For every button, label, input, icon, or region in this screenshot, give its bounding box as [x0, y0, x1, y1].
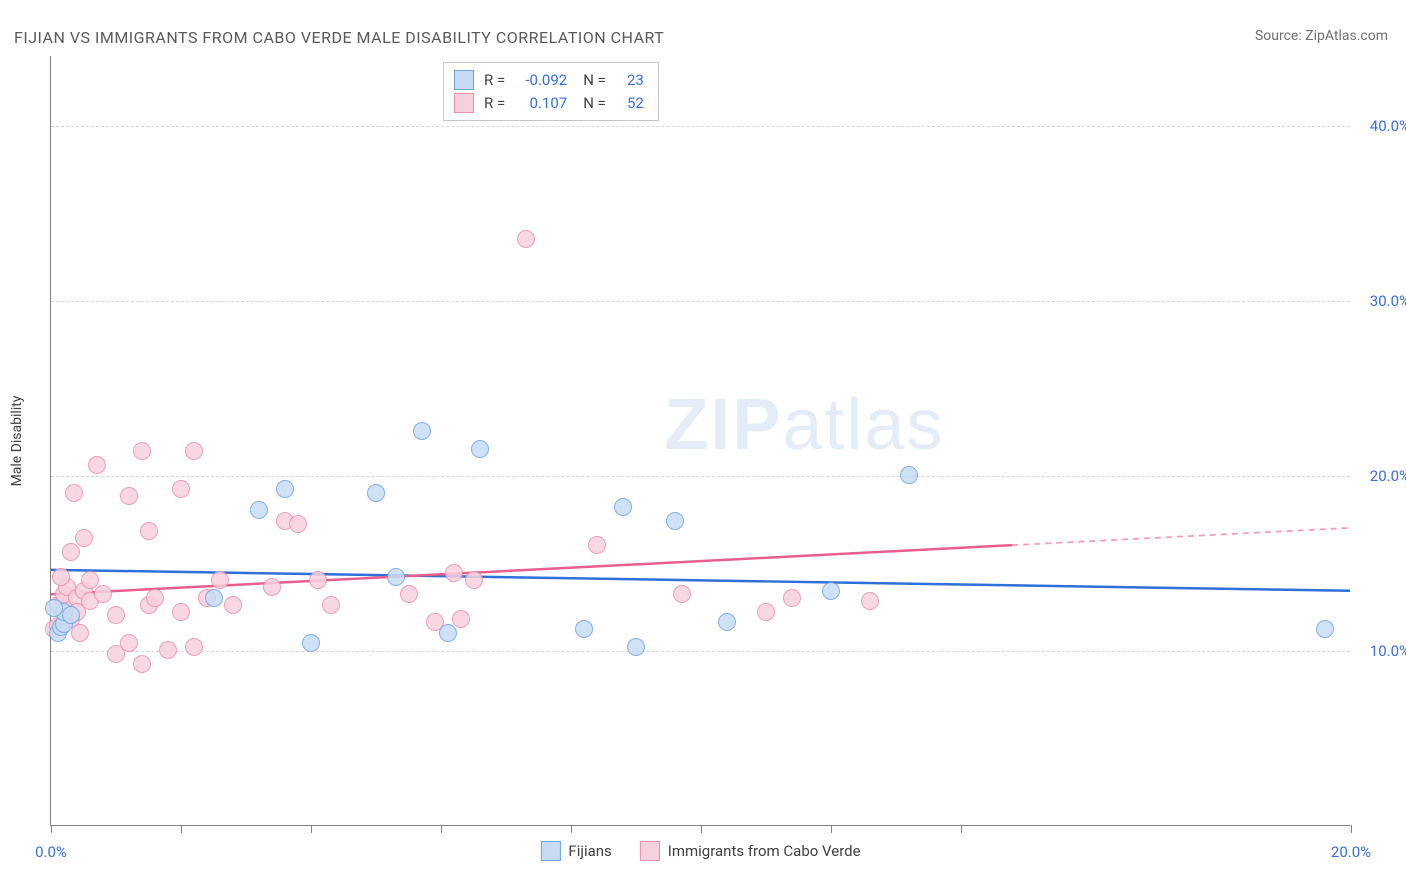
cabo-verde-marker [289, 515, 307, 533]
cabo-verde-marker [322, 596, 340, 614]
cabo-verde-marker [757, 603, 775, 621]
fijians-marker [413, 422, 431, 440]
fijians-marker [627, 638, 645, 656]
cabo-verde-marker [65, 484, 83, 502]
fijians-marker [1316, 620, 1334, 638]
gridline [51, 301, 1350, 302]
cabo-verde-marker [783, 589, 801, 607]
fijians-marker [302, 634, 320, 652]
source-attribution: Source: ZipAtlas.com [1255, 28, 1388, 44]
stats-row-fijians: R = -0.092 N = 23 [454, 69, 644, 92]
cabo-verde-marker [309, 571, 327, 589]
fijians-marker [367, 484, 385, 502]
watermark: ZIPatlas [664, 384, 944, 466]
cabo-verde-marker [452, 610, 470, 628]
fijians-marker [900, 466, 918, 484]
y-axis-label: Male Disability [9, 395, 25, 486]
cabo-verde-marker [94, 585, 112, 603]
gridline [51, 651, 1350, 652]
cabo-verde-marker [62, 543, 80, 561]
swatch-cabo-verde [454, 93, 474, 113]
gridline [51, 476, 1350, 477]
legend-item-fijians: Fijians [540, 841, 611, 861]
cabo-verde-marker [172, 603, 190, 621]
xtick [701, 825, 702, 833]
fijians-marker [666, 512, 684, 530]
ytick-label: 10.0% [1370, 642, 1406, 660]
stats-legend: R = -0.092 N = 23 R = 0.107 N = 52 [443, 62, 659, 121]
cabo-verde-marker [224, 596, 242, 614]
xtick [961, 825, 962, 833]
xtick [831, 825, 832, 833]
cabo-verde-marker [120, 487, 138, 505]
cabo-verde-marker [185, 638, 203, 656]
cabo-verde-marker [588, 536, 606, 554]
cabo-verde-marker [71, 624, 89, 642]
xtick [1351, 825, 1352, 833]
fijians-marker [45, 599, 63, 617]
xtick-label: 0.0% [35, 843, 67, 861]
cabo-verde-marker [185, 442, 203, 460]
xtick [181, 825, 182, 833]
cabo-verde-marker [172, 480, 190, 498]
cabo-verde-marker [263, 578, 281, 596]
cabo-verde-marker [120, 634, 138, 652]
cabo-verde-marker [445, 564, 463, 582]
legend-item-cabo-verde: Immigrants from Cabo Verde [640, 841, 861, 861]
fijians-marker [62, 606, 80, 624]
stats-row-cabo-verde: R = 0.107 N = 52 [454, 92, 644, 115]
fijians-marker [387, 568, 405, 586]
trend-lines [51, 56, 1350, 825]
fijians-marker [471, 440, 489, 458]
cabo-verde-marker [400, 585, 418, 603]
ytick-label: 20.0% [1370, 467, 1406, 485]
cabo-verde-marker [107, 606, 125, 624]
plot-area: Male Disability ZIPatlas 10.0%20.0%30.0%… [50, 56, 1350, 826]
fijians-marker [822, 582, 840, 600]
cabo-verde-marker [146, 589, 164, 607]
xtick [51, 825, 52, 833]
cabo-verde-marker [517, 230, 535, 248]
xtick-label: 20.0% [1331, 843, 1371, 861]
fijians-marker [614, 498, 632, 516]
cabo-verde-marker [88, 456, 106, 474]
fijians-marker [575, 620, 593, 638]
cabo-verde-marker [75, 529, 93, 547]
fijians-marker [250, 501, 268, 519]
gridline [51, 126, 1350, 127]
cabo-verde-marker [673, 585, 691, 603]
ytick-label: 40.0% [1370, 117, 1406, 135]
xtick [571, 825, 572, 833]
cabo-verde-marker [211, 571, 229, 589]
swatch-cabo-verde-icon [640, 841, 660, 861]
cabo-verde-marker [140, 522, 158, 540]
xtick [441, 825, 442, 833]
cabo-verde-marker [133, 655, 151, 673]
xtick [311, 825, 312, 833]
fijians-marker [718, 613, 736, 631]
cabo-verde-marker [159, 641, 177, 659]
fijians-marker [276, 480, 294, 498]
ytick-label: 30.0% [1370, 292, 1406, 310]
fijians-marker [439, 624, 457, 642]
swatch-fijians [454, 70, 474, 90]
cabo-verde-marker [465, 571, 483, 589]
cabo-verde-marker [861, 592, 879, 610]
cabo-verde-marker [52, 568, 70, 586]
swatch-fijians-icon [540, 841, 560, 861]
bottom-legend: Fijians Immigrants from Cabo Verde [540, 841, 860, 861]
chart-title: FIJIAN VS IMMIGRANTS FROM CABO VERDE MAL… [14, 28, 664, 47]
cabo-verde-marker [133, 442, 151, 460]
fijians-marker [205, 589, 223, 607]
